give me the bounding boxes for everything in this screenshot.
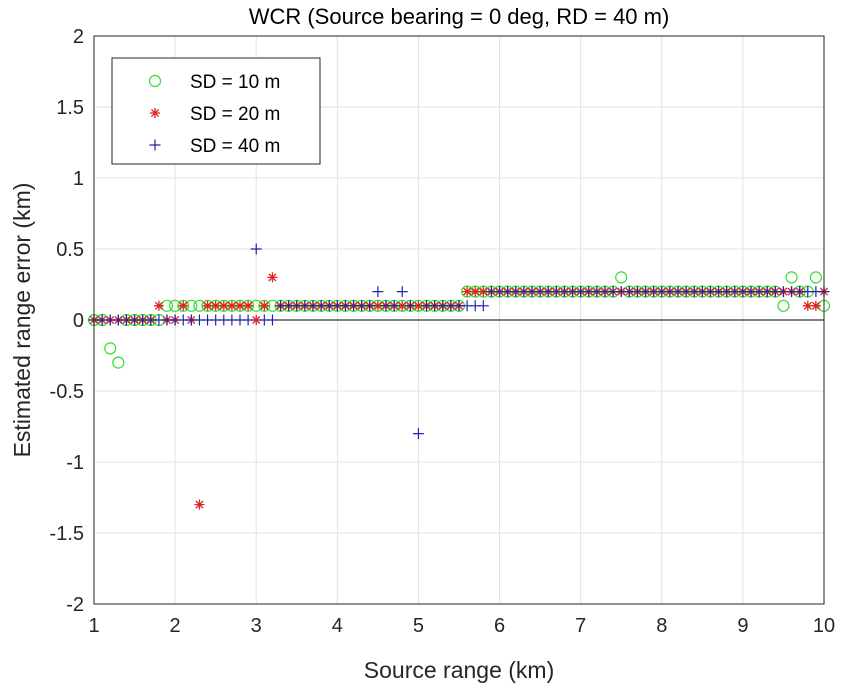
- legend-label: SD = 40 m: [190, 136, 280, 157]
- data-point: [104, 342, 117, 355]
- data-point: [177, 299, 190, 312]
- data-point: [372, 300, 383, 311]
- x-tick-label: 4: [332, 615, 343, 637]
- data-point: [802, 300, 813, 311]
- data-point: [777, 299, 790, 312]
- x-tick-label: 10: [813, 615, 835, 637]
- legend-label: SD = 10 m: [190, 72, 280, 93]
- legend-marker: [148, 74, 162, 88]
- data-point: [388, 300, 400, 312]
- data-point: [242, 314, 254, 326]
- y-tick-label: 0: [73, 310, 84, 332]
- axes-box: [93, 35, 825, 605]
- data-point: [112, 356, 125, 369]
- data-point: [478, 286, 489, 297]
- data-point: [194, 499, 205, 510]
- y-tick-label: -2: [66, 594, 84, 616]
- y-tick-label: -1: [66, 452, 84, 474]
- legend: SD = 10 m SD = 20 m SD = 40 m: [111, 57, 321, 165]
- data-point: [259, 300, 270, 311]
- legend-label: SD = 20 m: [190, 104, 280, 125]
- data-point: [258, 299, 271, 312]
- chart-title: WCR (Source bearing = 0 deg, RD = 40 m): [249, 4, 670, 29]
- data-point: [267, 272, 278, 283]
- data-point: [235, 300, 245, 311]
- x-tick-label: 7: [575, 615, 586, 637]
- x-tick-label: 9: [737, 615, 748, 637]
- data-point: [243, 300, 254, 311]
- data-point: [462, 286, 473, 297]
- legend-marker: [149, 139, 161, 151]
- data-point: [178, 300, 189, 311]
- y-tick-label: 1.5: [56, 97, 84, 119]
- data-point: [413, 300, 424, 311]
- tick-labels: 1 2 3 4 5 6 7 8 9 10 -2 -1.5 -1 -0.5 0 0.5 1 1.5 2: [50, 26, 836, 637]
- y-axis-label: Estimated range error (km): [9, 183, 35, 458]
- data-point: [397, 300, 408, 311]
- y-tick-label: -0.5: [50, 381, 84, 403]
- x-tick-label: 2: [170, 615, 181, 637]
- data-point: [810, 300, 821, 311]
- data-point: [412, 428, 424, 440]
- data-point: [218, 300, 229, 311]
- y-tick-label: -1.5: [50, 523, 84, 545]
- x-tick-label: 3: [251, 615, 262, 637]
- x-tick-label: 1: [88, 615, 99, 637]
- data-point: [477, 300, 489, 312]
- data-point: [202, 300, 213, 311]
- data-point: [210, 300, 221, 311]
- x-tick-label: 8: [656, 615, 667, 637]
- y-tick-label: 1: [73, 168, 84, 190]
- y-tick-label: 2: [73, 26, 84, 48]
- data-point: [153, 300, 164, 311]
- x-tick-label: 6: [494, 615, 505, 637]
- data-point: [364, 300, 376, 312]
- data-point: [251, 315, 262, 325]
- data-point: [404, 300, 416, 312]
- legend-box: [111, 57, 321, 165]
- data-point: [785, 271, 798, 284]
- data-point: [226, 300, 237, 311]
- legend-marker: [150, 108, 160, 118]
- x-tick-label: 5: [413, 615, 424, 637]
- data-point: [470, 286, 481, 297]
- y-tick-label: 0.5: [56, 239, 84, 261]
- data-point: [809, 271, 822, 284]
- data-point: [266, 314, 278, 326]
- x-axis-label: Source range (km): [364, 657, 554, 683]
- data-point: [615, 271, 628, 284]
- data-point: [396, 286, 408, 298]
- data-point: [372, 286, 384, 298]
- data-point: [250, 243, 262, 255]
- series-3: [88, 243, 830, 440]
